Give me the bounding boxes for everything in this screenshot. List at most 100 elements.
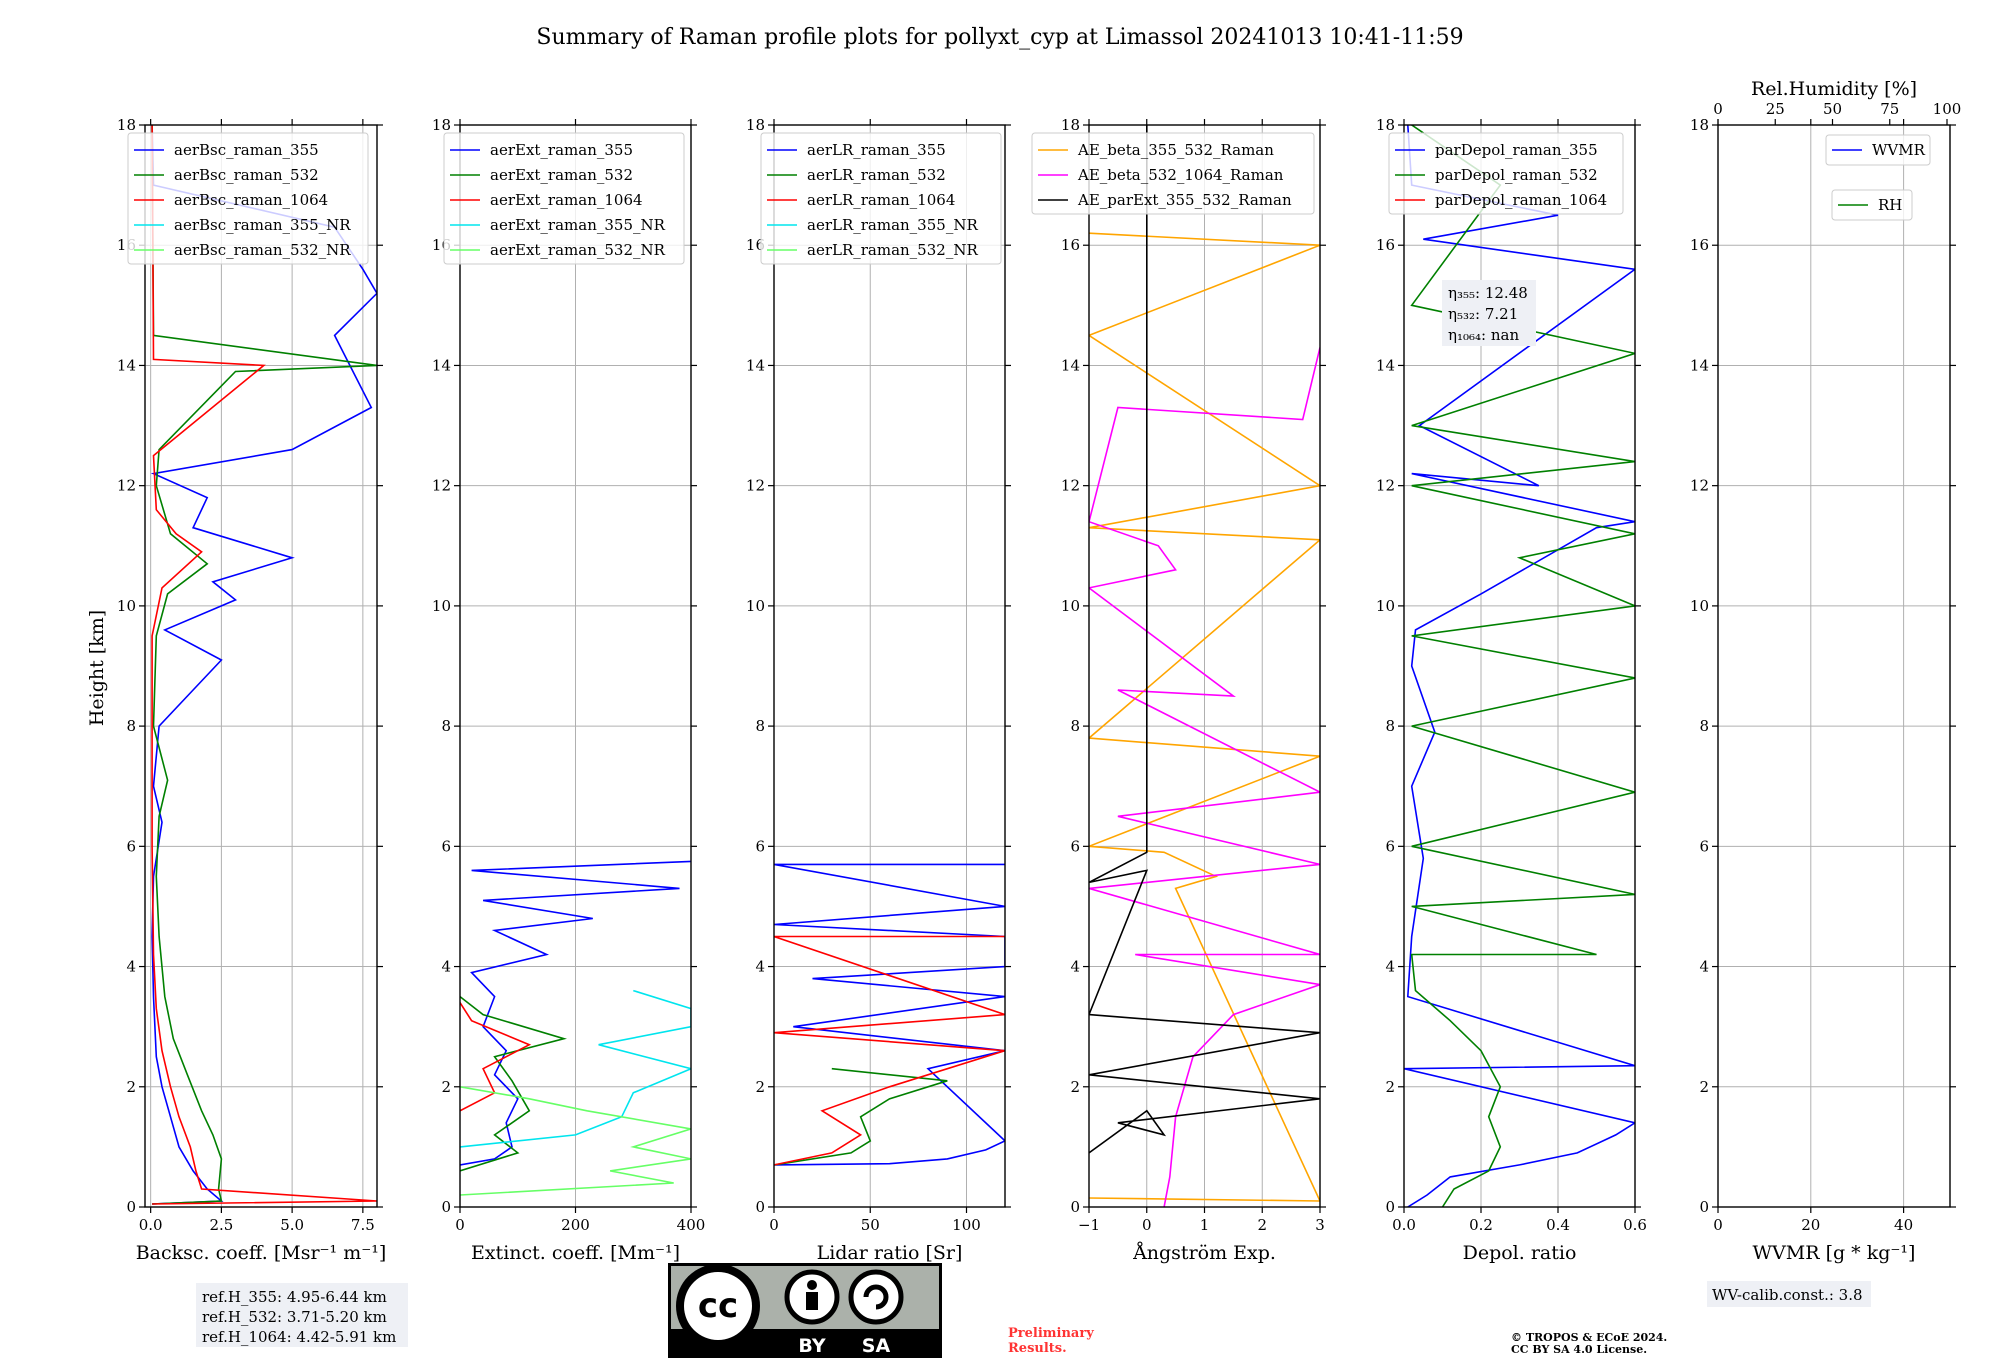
series-line-aerLR_raman_532 xyxy=(774,1067,948,1166)
legend-label-parDepol_raman_355: parDepol_raman_355 xyxy=(1435,141,1598,159)
y-tick-label: 4 xyxy=(441,958,451,976)
y-tick-label: 0 xyxy=(441,1198,451,1216)
legend-label-aerLR_raman_1064: aerLR_raman_1064 xyxy=(807,191,955,209)
y-tick-label: 12 xyxy=(1061,477,1080,495)
series-line-aerExt_raman_355_NR xyxy=(460,989,691,1148)
legend: WVMR RH xyxy=(1825,134,1931,221)
cc-license-badge: cc BY SA xyxy=(668,1263,942,1358)
y-tick-label: 18 xyxy=(746,116,765,134)
y-tick-label: 10 xyxy=(432,597,451,615)
top-tick-label: 25 xyxy=(1766,100,1785,118)
legend-label-aerBsc_raman_532_NR: aerBsc_raman_532_NR xyxy=(174,241,351,259)
x-tick-label: 400 xyxy=(677,1216,706,1234)
legend-label-AE_beta_355_532_Raman: AE_beta_355_532_Raman xyxy=(1077,141,1274,159)
legend-label-aerBsc_raman_355: aerBsc_raman_355 xyxy=(174,141,319,159)
eta-355: η₃₅₅: 12.48 xyxy=(1448,284,1528,302)
y-tick-label: 16 xyxy=(1061,236,1080,254)
x-tick-label: 50 xyxy=(861,1216,880,1234)
legend: aerExt_raman_355 aerExt_raman_532 aerExt_r… xyxy=(443,132,685,265)
x-tick-label: 0.6 xyxy=(1623,1216,1647,1234)
y-tick-label: 0 xyxy=(1699,1198,1709,1216)
y-tick-label: 14 xyxy=(1376,356,1395,374)
by-person-head xyxy=(807,1280,817,1290)
ref-height-note-box xyxy=(196,1283,408,1347)
top-axis-label: Rel.Humidity [%] xyxy=(1751,78,1917,100)
ref-height-note: ref.H_355: 4.95-6.44 km ref.H_532: 3.71-… xyxy=(196,1283,408,1347)
y-axis-label: Height [km] xyxy=(86,610,108,726)
x-axis-label: Ångström Exp. xyxy=(1132,1242,1276,1264)
series-line-aerLR_raman_355 xyxy=(774,863,1005,1166)
legend-label-aerExt_raman_532_NR: aerExt_raman_532_NR xyxy=(490,241,666,259)
legend-frame xyxy=(1388,132,1624,215)
y-tick-label: 12 xyxy=(432,477,451,495)
y-tick-label: 2 xyxy=(126,1078,136,1096)
y-tick-label: 2 xyxy=(1385,1078,1395,1096)
chart-title: Summary of Raman profile plots for polly… xyxy=(536,25,1463,50)
panel-frame xyxy=(144,124,378,1208)
y-tick-label: 12 xyxy=(1690,477,1709,495)
x-tick-label: −1 xyxy=(1078,1216,1100,1234)
series-line-parDepol_raman_532 xyxy=(1410,125,1635,1207)
series-line-aerExt_raman_1064 xyxy=(460,1002,532,1112)
series-line-AE_beta_355_532_Raman xyxy=(1089,232,1320,1202)
x-axis-label: WVMR [g * kg⁻¹] xyxy=(1753,1242,1916,1264)
y-tick-label: 10 xyxy=(1690,597,1709,615)
y-tick-label: 2 xyxy=(1070,1078,1080,1096)
cc-circle-inner xyxy=(684,1272,752,1340)
legend-frame xyxy=(443,132,685,265)
x-axis-label: Depol. ratio xyxy=(1463,1242,1577,1264)
cc-sa-label: SA xyxy=(862,1335,891,1357)
series-line-aerExt_raman_532 xyxy=(460,995,567,1172)
y-tick-label: 16 xyxy=(746,236,765,254)
y-tick-label: 18 xyxy=(432,116,451,134)
series-line-AE_parExt_355_532_Raman xyxy=(1089,125,1320,1154)
legend-frame xyxy=(1031,132,1315,215)
by-person-body xyxy=(806,1292,818,1310)
y-tick-label: 14 xyxy=(1690,356,1709,374)
panel-depol: 0.0 0.2 0.4 0.6 0 2 4 6 8 10 12 14 16 18 Depol. ratio p… xyxy=(1376,116,1647,1264)
y-tick-label: 12 xyxy=(746,477,765,495)
x-tick-label: 200 xyxy=(561,1216,590,1234)
legend: aerLR_raman_355 aerLR_raman_532 aerLR_rama… xyxy=(760,132,1002,265)
x-tick-label: 0.2 xyxy=(1469,1216,1493,1234)
x-tick-label: 0 xyxy=(1713,1216,1723,1234)
y-tick-label: 2 xyxy=(1699,1078,1709,1096)
copyright-line-1: © TROPOS & ECoE 2024. xyxy=(1511,1331,1667,1344)
ref-height-355: ref.H_355: 4.95-6.44 km xyxy=(202,1288,387,1306)
series-line-aerExt_raman_355 xyxy=(460,860,691,1166)
y-tick-label: 12 xyxy=(1376,477,1395,495)
panel-frame xyxy=(773,124,1006,1208)
legend-label-aerExt_raman_532: aerExt_raman_532 xyxy=(490,166,633,184)
legend-label-WVMR: WVMR xyxy=(1872,141,1926,159)
top-tick-label: 50 xyxy=(1823,100,1842,118)
cc-logo-text: cc xyxy=(698,1286,738,1326)
legend-frame xyxy=(760,132,1002,265)
x-tick-label: 0 xyxy=(455,1216,465,1234)
x-tick-label: 7.5 xyxy=(351,1216,375,1234)
y-tick-label: 14 xyxy=(1061,356,1080,374)
wv-calib-const: WV-calib.const.: 3.8 xyxy=(1712,1286,1863,1304)
legend-frame xyxy=(127,132,369,265)
eta-note: η₃₅₅: 12.48 η₅₃₂: 7.21 η₁₀₆₄: nan xyxy=(1442,280,1536,346)
y-tick-label: 0 xyxy=(1070,1198,1080,1216)
y-tick-label: 2 xyxy=(441,1078,451,1096)
eta-532: η₅₃₂: 7.21 xyxy=(1448,305,1518,323)
legend-label-aerExt_raman_355: aerExt_raman_355 xyxy=(490,141,633,159)
y-tick-label: 4 xyxy=(1699,958,1709,976)
x-tick-label: 2 xyxy=(1257,1216,1267,1234)
y-tick-label: 14 xyxy=(432,356,451,374)
y-tick-label: 4 xyxy=(1385,958,1395,976)
legend-label-parDepol_raman_532: parDepol_raman_532 xyxy=(1435,166,1598,184)
y-tick-label: 10 xyxy=(746,597,765,615)
x-axis-label: Lidar ratio [Sr] xyxy=(817,1242,963,1264)
x-tick-label: 3 xyxy=(1315,1216,1325,1234)
legend-label-aerExt_raman_355_NR: aerExt_raman_355_NR xyxy=(490,216,666,234)
legend-label-aerLR_raman_532_NR: aerLR_raman_532_NR xyxy=(807,241,978,259)
y-tick-label: 0 xyxy=(126,1198,136,1216)
legend-label-aerBsc_raman_355_NR: aerBsc_raman_355_NR xyxy=(174,216,351,234)
legend: AE_beta_355_532_Raman AE_beta_532_1064_Ra… xyxy=(1031,132,1315,215)
wv-calib-note: WV-calib.const.: 3.8 xyxy=(1707,1281,1871,1307)
